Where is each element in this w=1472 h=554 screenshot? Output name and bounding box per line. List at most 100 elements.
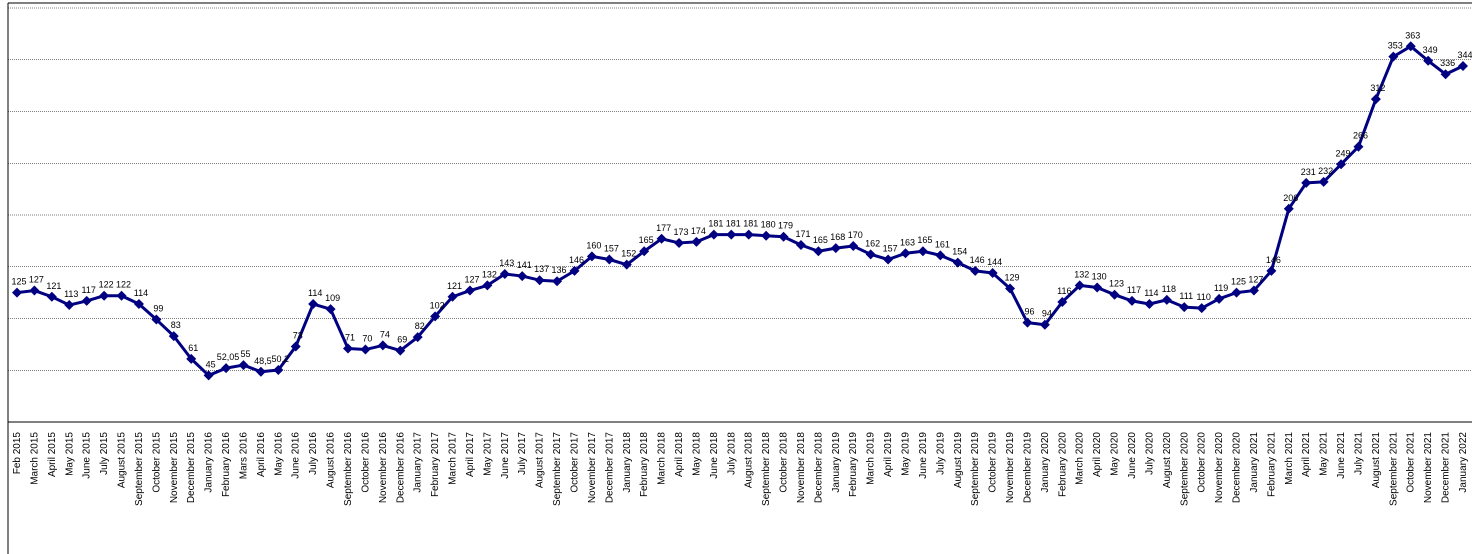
data-point-marker — [1440, 69, 1451, 80]
data-point-marker — [708, 229, 719, 240]
x-tick-label: September 2018 — [761, 432, 772, 506]
series-line — [16, 44, 1464, 377]
data-label: 171 — [795, 229, 810, 239]
x-tick-label: February 2020 — [1057, 432, 1068, 497]
data-point-marker — [1370, 94, 1381, 105]
data-point-marker — [1214, 293, 1225, 304]
x-tick-label: April 2021 — [1301, 432, 1312, 477]
data-label: 55 — [240, 349, 250, 359]
data-point-marker — [255, 366, 266, 377]
data-label: 160 — [586, 240, 601, 250]
data-point-marker — [447, 291, 458, 302]
x-tick-label: August 2016 — [326, 432, 337, 489]
data-label: 110 — [1196, 292, 1210, 302]
data-label: 45 — [206, 359, 216, 369]
data-point-marker — [81, 295, 92, 306]
x-tick-label: June 2018 — [709, 432, 720, 479]
data-point-marker — [308, 299, 319, 310]
data-point-marker — [343, 343, 354, 354]
x-tick-label: June 2021 — [1336, 432, 1347, 479]
data-label: 232 — [1318, 166, 1333, 176]
data-label: 70 — [362, 334, 372, 344]
x-tick-label: May 2015 — [64, 432, 75, 476]
x-tick-label: May 2020 — [1110, 432, 1121, 476]
data-point-marker — [186, 353, 197, 364]
x-tick-label: August 2015 — [117, 432, 128, 489]
data-label: 117 — [82, 285, 96, 295]
x-tick-label: December 2019 — [1022, 432, 1033, 504]
x-tick-label: August 2021 — [1371, 432, 1382, 489]
x-tick-label: September 2016 — [343, 432, 354, 506]
data-point-marker — [743, 229, 754, 240]
x-tick-label: September 2019 — [970, 432, 981, 506]
data-point-marker — [151, 314, 162, 325]
data-label: 146 — [970, 255, 985, 265]
data-label: 146 — [569, 255, 584, 265]
data-label: 165 — [639, 235, 654, 245]
data-label: 116 — [1057, 286, 1071, 296]
x-tick-label: November 2019 — [1005, 432, 1016, 504]
data-point-marker — [848, 241, 859, 252]
x-tick-label: November 2015 — [169, 432, 180, 504]
x-tick-label: April 2020 — [1092, 432, 1103, 477]
data-point-marker — [273, 365, 284, 376]
x-tick-label: July 2020 — [1144, 432, 1155, 475]
x-axis-tick-labels: Feb 2015 March 2015 April 2015 May 2015 June… — [12, 432, 1469, 506]
data-label: 74 — [380, 329, 390, 339]
data-label: 52,05 — [217, 352, 240, 362]
data-label: 312 — [1370, 83, 1385, 93]
x-tick-label: May 2018 — [691, 432, 702, 476]
data-point-marker — [221, 363, 232, 374]
x-tick-label: February 2016 — [221, 432, 232, 497]
x-tick-label: November 2018 — [796, 432, 807, 504]
data-point-marker — [987, 267, 998, 278]
data-point-marker — [1161, 294, 1172, 305]
x-tick-label: March 2018 — [657, 432, 668, 485]
data-label: 117 — [1127, 285, 1141, 295]
data-point-marker — [395, 345, 406, 356]
data-label: 125 — [1231, 277, 1246, 287]
data-label: 121 — [447, 281, 462, 291]
x-tick-label: March 2015 — [29, 432, 40, 485]
x-tick-label: July 2021 — [1353, 432, 1364, 475]
data-label: 163 — [900, 237, 915, 247]
markers-group — [12, 41, 1468, 381]
data-label: 180 — [761, 220, 776, 230]
data-label: 122 — [116, 280, 131, 290]
x-tick-label: June 2016 — [291, 432, 302, 479]
data-label: 71 — [345, 333, 355, 343]
data-point-marker — [464, 285, 475, 296]
x-tick-label: August 2017 — [535, 432, 546, 489]
data-point-marker — [1353, 141, 1364, 152]
data-label: 114 — [308, 288, 322, 298]
data-label: 127 — [29, 275, 44, 285]
x-tick-label: February 2017 — [430, 432, 441, 497]
data-point-marker — [830, 243, 841, 254]
data-label: 266 — [1353, 131, 1368, 141]
x-tick-label: January 2017 — [413, 432, 424, 493]
data-label: 114 — [1144, 288, 1158, 298]
data-point-marker — [99, 290, 110, 301]
data-point-marker — [1423, 55, 1434, 66]
x-tick-label: September 2015 — [134, 432, 145, 506]
data-label: 111 — [1179, 291, 1193, 301]
data-point-marker — [586, 251, 597, 262]
data-label: 119 — [1214, 283, 1228, 293]
x-tick-label: April 2018 — [674, 432, 685, 477]
data-point-marker — [377, 340, 388, 351]
data-label: 165 — [813, 235, 828, 245]
data-point-marker — [569, 265, 580, 276]
x-tick-label: July 2018 — [726, 432, 737, 475]
x-tick-label: Mars 2016 — [238, 432, 249, 480]
x-tick-label: January 2016 — [204, 432, 215, 493]
data-label: 48,5 — [254, 356, 272, 366]
data-label: 181 — [743, 219, 758, 229]
data-point-marker — [360, 344, 371, 355]
data-label: 127 — [1248, 275, 1263, 285]
data-point-marker — [1196, 303, 1207, 314]
x-tick-label: July 2019 — [935, 432, 946, 475]
x-tick-label: April 2016 — [256, 432, 267, 477]
data-label: 141 — [517, 260, 532, 270]
series-line-group — [16, 44, 1464, 377]
data-point-marker — [517, 271, 528, 282]
